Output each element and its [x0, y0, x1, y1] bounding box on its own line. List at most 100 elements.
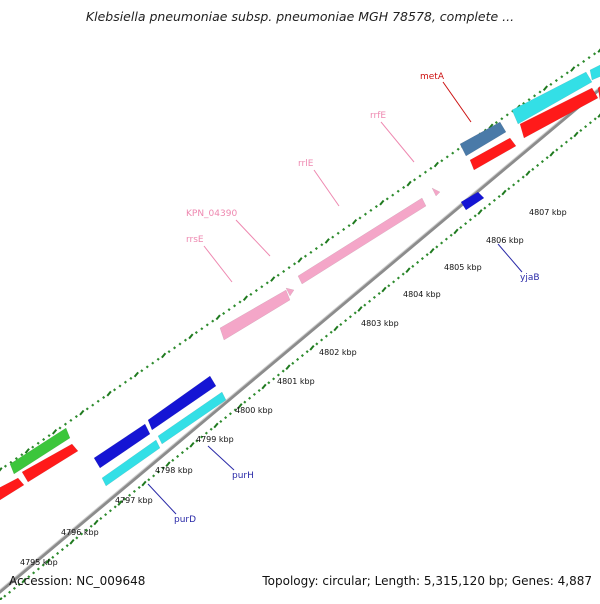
lower-tick — [492, 198, 496, 202]
lower-tick — [353, 311, 357, 315]
feature-red-right — [519, 87, 599, 139]
upper-tick — [249, 292, 253, 296]
upper-tick — [140, 369, 144, 373]
lower-tick — [0, 597, 3, 602]
lower-tick — [32, 571, 36, 575]
upper-tick — [324, 238, 330, 244]
lower-tick — [449, 233, 453, 237]
upper-tick — [200, 327, 204, 331]
feature-red-left-1 — [0, 477, 25, 501]
gene-label-rrfE: rrfE — [370, 111, 386, 121]
lower-tick — [296, 357, 300, 361]
lower-tick — [248, 396, 252, 400]
lower-tick — [204, 431, 208, 435]
lower-tick — [411, 264, 415, 268]
upper-tick — [505, 113, 509, 117]
upper-tick — [31, 445, 35, 449]
lower-tick — [405, 267, 411, 274]
upper-tick — [560, 75, 564, 79]
lower-tick — [501, 189, 507, 196]
upper-tick — [440, 159, 444, 163]
scale-labels: 4795 kbp 4796 kbp 4797 kbp 4798 kbp 4799 kbp… — [20, 208, 567, 567]
lower-tick — [381, 286, 387, 293]
lower-tick — [584, 125, 588, 129]
upper-tick — [396, 189, 400, 193]
upper-tick — [314, 247, 318, 251]
upper-tick — [270, 276, 276, 282]
lower-tick — [257, 388, 261, 393]
lower-tick — [305, 350, 309, 354]
upper-tick — [554, 79, 558, 83]
upper-tick — [342, 227, 346, 231]
feature-purH-blue — [147, 375, 217, 431]
upper-tick — [233, 304, 237, 308]
upper-tick — [106, 390, 112, 397]
scale-label-4797: 4797 kbp — [115, 496, 153, 505]
lower-tick — [171, 458, 175, 462]
lower-tick — [540, 160, 544, 164]
lower-tick — [195, 439, 199, 443]
upper-tick — [133, 371, 139, 378]
lower-tick — [237, 403, 243, 409]
scale-label-4806: 4806 kbp — [486, 236, 524, 245]
gene-label-KPN_04390: KPN_04390 — [186, 209, 237, 219]
lower-tick — [108, 509, 112, 513]
lower-tick — [372, 295, 376, 299]
lower-tick — [435, 245, 439, 249]
feature-purD-blue — [93, 423, 151, 469]
upper-tick — [276, 273, 280, 277]
lower-tick — [387, 284, 391, 288]
lower-tick — [339, 322, 343, 327]
lower-tick — [363, 303, 367, 307]
lower-tick — [65, 544, 69, 548]
backbone-line — [0, 86, 600, 594]
lower-tick — [459, 225, 463, 230]
lower-tick — [180, 451, 184, 455]
lower-tick — [396, 276, 400, 280]
lower-tick — [420, 257, 424, 261]
lower-tick — [588, 121, 592, 125]
map-title: Klebsiella pneumoniae subsp. pneumoniae … — [85, 9, 515, 24]
lower-tick — [401, 272, 405, 276]
lower-tick — [123, 497, 127, 501]
sequence-backbone — [0, 86, 600, 594]
lower-tick — [348, 315, 352, 319]
upper-tick — [320, 243, 324, 247]
lower-tick — [468, 218, 472, 222]
lower-tick — [141, 480, 147, 487]
upper-tick — [238, 300, 242, 304]
lower-tick — [267, 381, 271, 385]
lower-tick — [531, 167, 535, 171]
leader-rrfE — [380, 121, 415, 163]
upper-tick — [413, 178, 417, 182]
lower-tick — [209, 427, 213, 431]
upper-tick — [0, 467, 3, 472]
lower-tick — [156, 470, 160, 474]
lower-tick — [45, 558, 51, 565]
upper-tick — [445, 155, 449, 159]
feature-purH-cyan — [157, 391, 227, 445]
lower-tick — [69, 538, 75, 545]
lower-tick — [132, 489, 136, 493]
feature-cyan-edge — [589, 64, 600, 81]
lower-tick — [285, 364, 291, 371]
lower-tick — [21, 577, 27, 584]
lower-tick — [281, 369, 285, 373]
lower-tick — [488, 202, 492, 206]
upper-tick — [423, 170, 427, 174]
feature-track — [0, 64, 600, 501]
upper-tick — [374, 205, 378, 209]
lower-tick — [579, 128, 583, 133]
upper-tick — [429, 166, 433, 170]
upper-tick — [227, 308, 231, 312]
lower-tick — [12, 586, 16, 590]
lower-tick — [512, 183, 516, 187]
leader-rrsE — [203, 245, 233, 283]
lower-tick — [344, 319, 348, 323]
lower-tick — [276, 373, 280, 377]
lower-tick — [324, 334, 328, 338]
upper-tick — [242, 295, 249, 302]
lower-tick — [128, 493, 132, 497]
